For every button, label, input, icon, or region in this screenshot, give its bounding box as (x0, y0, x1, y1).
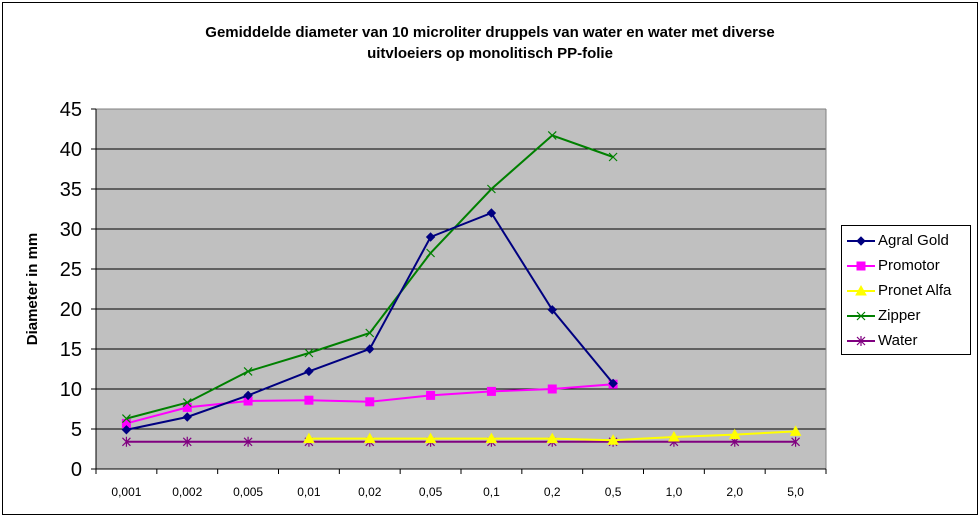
y-tick-label: 5 (71, 419, 82, 441)
y-tick-label: 15 (60, 339, 82, 361)
x-tick-label: 5,0 (787, 485, 804, 499)
legend-swatch-promotor (847, 261, 875, 271)
data-point-promotor (486, 386, 496, 396)
legend-item-pronet-alfa: Pronet Alfa (842, 281, 970, 301)
data-point-agral-gold (304, 366, 314, 377)
data-point-pronet-alfa (485, 432, 498, 444)
data-point-agral-gold (486, 208, 497, 218)
series-agral-gold (121, 208, 618, 435)
y-axis-ticks: 0 5 10 15 20 25 30 35 40 45 (60, 99, 96, 481)
data-point-pronet-alfa (303, 432, 315, 444)
legend-marker (855, 284, 867, 296)
data-point-pronet-alfa (363, 432, 376, 444)
plot-area (96, 109, 826, 469)
data-point-pronet-alfa (546, 432, 559, 444)
data-point-pronet-alfa (607, 434, 619, 445)
y-tick-label: 40 (60, 139, 82, 161)
x-tick-label: 0,2 (544, 485, 561, 499)
legend-item-agral-gold: Agral Gold (842, 231, 970, 251)
legend-swatch-pronet-alfa (847, 284, 875, 296)
x-axis-ticks: 0,001 0,002 0,005 0,01 0,02 0,05 0,1 0,2 0,5 1,0 2… (95, 469, 827, 499)
data-point-pronet-alfa (668, 430, 680, 442)
data-point-water (121, 436, 131, 447)
data-point-water (791, 436, 801, 447)
data-point-zipper (365, 328, 375, 338)
data-point-agral-gold (243, 390, 253, 401)
data-point-promotor (426, 390, 436, 400)
legend-label: Zipper (878, 307, 921, 324)
data-point-pronet-alfa (789, 425, 802, 436)
y-tick-label: 35 (60, 179, 82, 201)
y-tick-label: 10 (60, 379, 82, 401)
legend-label: Agral Gold (878, 232, 949, 249)
y-tick-label: 45 (60, 99, 82, 121)
data-point-zipper (608, 152, 618, 162)
y-axis-label: Diameter in mm (24, 233, 41, 346)
legend-marker (856, 261, 866, 271)
y-tick-label: 25 (60, 259, 82, 281)
data-point-zipper (486, 184, 496, 194)
data-point-zipper (243, 366, 253, 376)
x-tick-label: 0,02 (358, 485, 382, 499)
legend-item-promotor: Promotor (842, 256, 970, 276)
series-zipper (121, 130, 618, 424)
data-point-agral-gold (425, 232, 436, 242)
legend-label: Promotor (878, 257, 940, 274)
x-tick-label: 2,0 (726, 485, 743, 499)
x-tick-label: 0,05 (419, 485, 443, 499)
data-point-zipper (547, 130, 557, 140)
data-point-promotor (365, 397, 375, 407)
legend-marker (856, 236, 866, 246)
x-tick-label: 0,01 (297, 485, 321, 499)
x-tick-label: 1,0 (666, 485, 683, 499)
legend-swatch-water (847, 336, 875, 346)
data-point-zipper (182, 398, 192, 408)
data-point-agral-gold (547, 305, 557, 315)
data-point-agral-gold (608, 378, 618, 389)
data-point-agral-gold (365, 344, 375, 354)
legend-item-water: Water (842, 331, 970, 351)
legend-label: Pronet Alfa (878, 282, 952, 299)
legend-item-zipper: Zipper (842, 306, 970, 326)
data-point-pronet-alfa (728, 428, 741, 440)
legend: Agral Gold Promotor Pronet Alfa Zipper Water (841, 225, 971, 355)
legend-swatch-zipper (847, 311, 875, 321)
chart-title: Gemiddelde diameter van 10 microliter dr… (0, 22, 980, 64)
data-point-zipper (121, 414, 131, 424)
legend-marker (856, 311, 866, 321)
legend-marker (856, 336, 866, 346)
chart-title-line-1: Gemiddelde diameter van 10 microliter dr… (205, 24, 775, 41)
x-tick-label: 0,002 (172, 485, 202, 499)
data-point-zipper (426, 248, 436, 258)
x-tick-label: 0,1 (483, 485, 500, 499)
x-tick-label: 0,001 (111, 485, 141, 499)
y-tick-label: 0 (71, 459, 82, 481)
x-tick-label: 0,5 (605, 485, 622, 499)
legend-label: Water (878, 332, 918, 349)
x-tick-label: 0,005 (233, 485, 263, 499)
chart-title-line-2: uitvloeiers op monolitisch PP-folie (367, 45, 613, 62)
data-point-water (182, 436, 192, 447)
series-promotor (121, 379, 618, 428)
data-point-promotor (547, 384, 557, 394)
data-point-agral-gold (121, 425, 132, 435)
data-point-water (243, 436, 253, 447)
legend-swatch-agral-gold (847, 236, 875, 246)
data-point-promotor (304, 395, 314, 405)
data-point-pronet-alfa (424, 432, 437, 444)
series-pronet-alfa (303, 425, 802, 445)
series-group (121, 130, 802, 447)
y-tick-label: 30 (60, 219, 82, 241)
y-tick-label: 20 (60, 299, 82, 321)
data-point-agral-gold (182, 412, 192, 422)
data-point-zipper (304, 348, 314, 358)
